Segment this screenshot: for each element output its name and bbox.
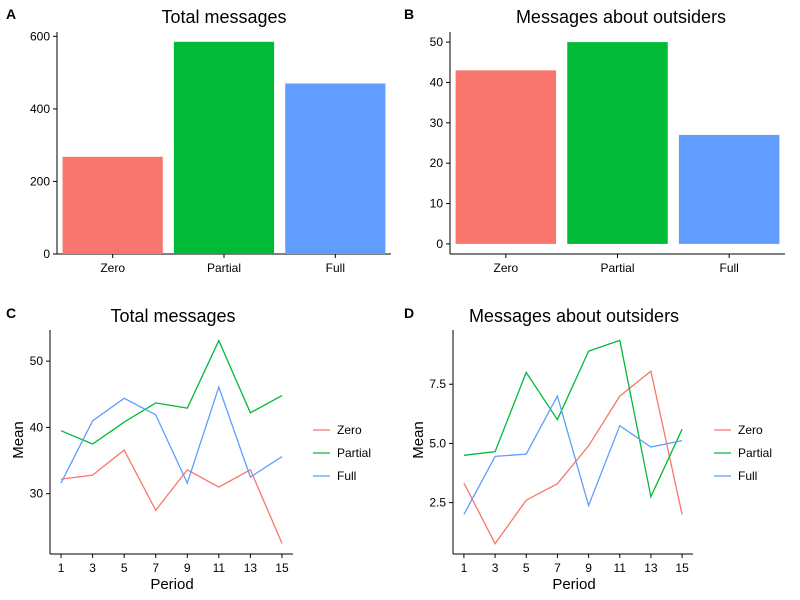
x-tick-label: 13 [244,561,258,575]
y-tick-label: 5.0 [429,436,446,450]
panel-letter-a: A [6,6,16,22]
panel-a-title: Total messages [161,7,286,27]
panel-letter-b: B [404,6,414,22]
panel-b-title: Messages about outsiders [516,7,726,27]
y-tick-label: 30 [430,116,444,130]
panel-d-legend: Zero Partial Full [714,423,772,483]
bar-zero [455,70,557,244]
x-tick-label: 5 [121,561,128,575]
y-tick-label: 30 [30,487,44,501]
legend-label-zero: Zero [337,423,362,437]
x-tick-label: 7 [554,561,561,575]
x-tick-label: 3 [492,561,499,575]
x-tick-label: 11 [213,561,226,575]
y-tick-label: 50 [430,35,444,49]
x-tick-label: 1 [461,561,468,575]
x-tick-label: 9 [585,561,592,575]
x-tick-label: Zero [493,261,518,275]
y-tick-label: 20 [430,156,444,170]
x-tick-label: 1 [58,561,65,575]
panel-a: A Total messages 0 200 400 600 Zero Partial Fu… [6,6,391,275]
y-tick-label: 0 [43,247,50,261]
y-tick-label: 200 [30,174,50,188]
series-line-partial [463,339,683,499]
x-tick-label: 13 [644,561,658,575]
panel-d-title: Messages about outsiders [469,306,679,326]
panel-c-x-axis-title: Period [150,576,193,593]
x-tick-label: 11 [614,561,627,575]
x-tick-label: Zero [100,261,125,275]
x-tick-label: Full [326,261,345,275]
x-tick-label: Partial [600,261,634,275]
panel-b: B Messages about outsiders 0 10 20 30 40 50 Ze… [404,6,785,275]
panel-d-x-axis-title: Period [552,576,595,593]
panel-letter-d: D [404,305,414,321]
panel-c-legend: Zero Partial Full [313,423,371,483]
x-tick-label: 7 [152,561,159,575]
x-tick-label: 15 [675,561,689,575]
y-tick-label: 10 [430,197,444,211]
y-tick-label: 40 [30,420,44,434]
panel-d: D Messages about outsiders 2.55.07.51 3 5 7… [404,305,772,593]
x-tick-label: 5 [523,561,530,575]
legend-label-partial: Partial [738,446,772,460]
panel-c-title: Total messages [110,306,235,326]
legend-label-partial: Partial [337,446,371,460]
series-line-zero [60,449,283,544]
series-line-partial [60,339,283,445]
x-tick-label: 9 [184,561,191,575]
legend-label-full: Full [738,469,757,483]
y-tick-label: 40 [430,75,444,89]
legend-label-zero: Zero [738,423,763,437]
y-tick-label: 600 [30,29,50,43]
x-tick-label: 15 [275,561,289,575]
y-tick-label: 50 [30,354,44,368]
panel-b-plot: 0 10 20 30 40 50 Zero Partial Full [430,32,785,275]
y-tick-label: 7.5 [429,377,446,391]
bar-full [285,83,386,255]
x-tick-label: Partial [207,261,241,275]
panel-a-plot: 0 200 400 600 Zero Partial Full [30,29,391,275]
x-tick-label: 3 [89,561,96,575]
y-tick-label: 2.5 [429,496,446,510]
panel-letter-c: C [6,305,16,321]
x-tick-label: Full [719,261,738,275]
series-line-zero [463,370,683,545]
panel-c-y-axis-title: Mean [10,421,27,459]
bar-full [678,134,780,244]
bar-zero [62,156,163,254]
panel-d-plot: 2.55.07.51 3 5 7 9 11 13 15 [429,330,693,575]
bar-partial [173,41,275,255]
series-line-full [60,384,283,485]
legend-label-full: Full [337,469,356,483]
bar-partial [567,42,668,244]
panel-d-y-axis-title: Mean [410,421,427,459]
series-line-full [463,394,683,515]
y-tick-label: 0 [436,237,443,251]
y-tick-label: 400 [30,102,50,116]
